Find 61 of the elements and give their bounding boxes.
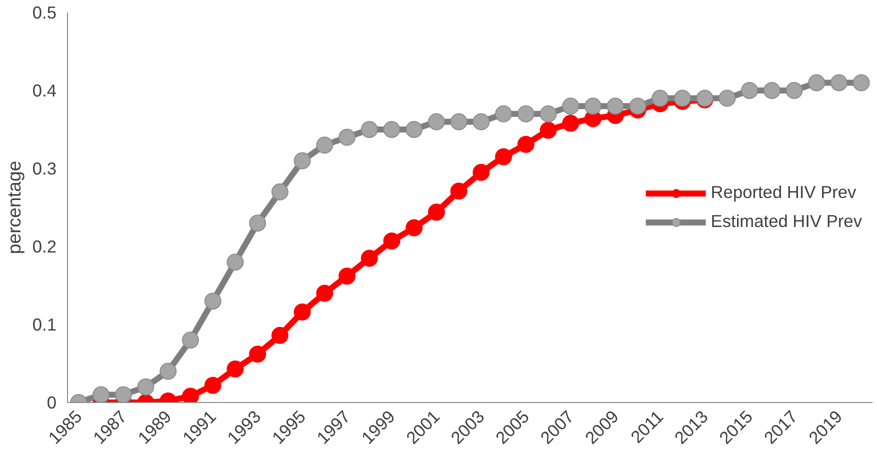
y-tick-label: 0.3 [32, 158, 57, 178]
point [540, 105, 557, 122]
point [450, 182, 468, 200]
point [652, 90, 669, 107]
point [383, 232, 400, 250]
point [114, 386, 132, 402]
point [808, 74, 826, 92]
point [540, 122, 557, 139]
point [606, 98, 624, 115]
point [472, 113, 490, 130]
point [360, 121, 378, 138]
point [226, 360, 244, 378]
point [383, 121, 400, 138]
point [495, 105, 512, 122]
point [316, 284, 334, 302]
point [271, 183, 288, 200]
point [562, 98, 580, 115]
point [182, 388, 199, 402]
point [763, 82, 780, 99]
point [360, 250, 378, 267]
point [92, 386, 110, 402]
y-tick-label: 0 [46, 392, 57, 412]
y-tick-label: 0.4 [32, 80, 57, 100]
legend-label: Estimated HIV Prev [710, 211, 862, 232]
point [204, 292, 222, 310]
point [406, 219, 423, 236]
point [517, 136, 534, 153]
legend-label: Reported HIV Prev [710, 182, 856, 203]
point [204, 376, 222, 394]
point [830, 74, 848, 92]
point [428, 113, 445, 130]
point [718, 90, 736, 107]
point [472, 164, 490, 181]
point [294, 152, 311, 170]
point [338, 268, 356, 285]
point [428, 204, 445, 221]
point [674, 90, 691, 107]
point [562, 114, 580, 132]
point [137, 378, 154, 396]
point [271, 326, 288, 344]
y-axis-title: percentage [3, 160, 24, 254]
point [786, 82, 803, 99]
point [741, 82, 758, 99]
point [406, 121, 423, 138]
y-tick-label: 0.2 [32, 236, 57, 256]
point [450, 113, 468, 130]
point [852, 74, 870, 92]
point [249, 346, 266, 363]
point [160, 362, 177, 380]
point [584, 98, 602, 115]
y-tick-label: 0.1 [32, 314, 57, 334]
point [294, 304, 311, 321]
point [495, 148, 512, 166]
point [629, 98, 646, 115]
point [338, 128, 356, 146]
y-tick-label: 0.5 [32, 2, 57, 22]
point [182, 332, 199, 349]
point [226, 254, 244, 271]
point [517, 105, 534, 122]
point [249, 214, 266, 232]
point [316, 136, 334, 154]
